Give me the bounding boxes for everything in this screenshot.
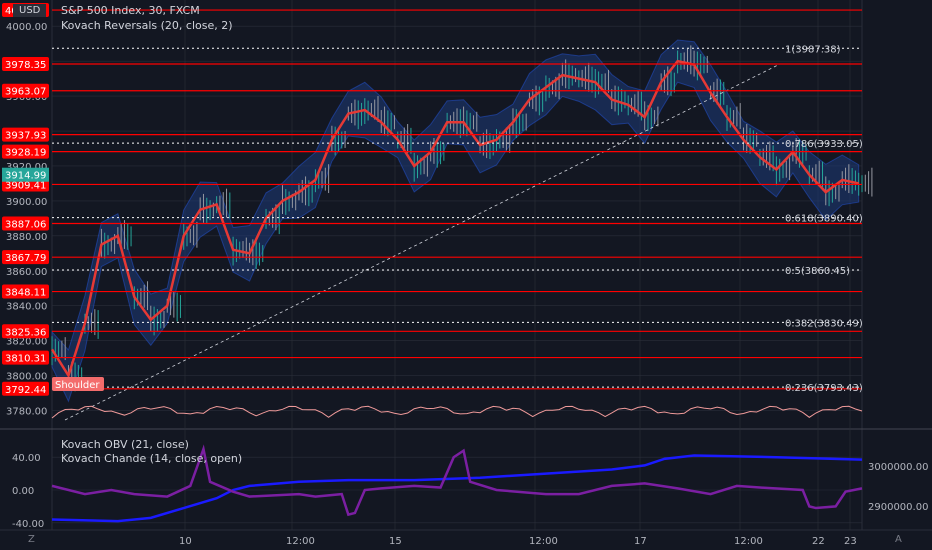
- resistance-label: 3825.36: [5, 327, 46, 338]
- resistance-label-bg: [2, 284, 49, 299]
- auto-scale-button[interactable]: A: [895, 534, 902, 545]
- resistance-label: 3963.07: [5, 87, 46, 98]
- resistance-label: 3792.44: [5, 385, 46, 396]
- obv-line: [51, 454, 863, 523]
- y-tick-label: 3860.00: [6, 267, 47, 278]
- lower-left-tick: -40.00: [12, 519, 44, 530]
- ma-line: [50, 59, 859, 379]
- resistance-label: 3848.11: [5, 288, 46, 299]
- resistance-label: 3937.93: [5, 131, 46, 142]
- resistance-label: 3978.35: [5, 60, 46, 71]
- y-tick-label: 3780.00: [6, 407, 47, 418]
- volume-line: [51, 405, 863, 419]
- shoulder-label-bg: [52, 377, 104, 391]
- fib-label: 0.618(3890.40): [785, 214, 863, 225]
- current-price-label: 3914.99: [5, 171, 46, 182]
- chart-title: S&P 500 Index, 30, FXCM: [61, 4, 200, 17]
- y-tick-label: 3840.00: [6, 302, 47, 313]
- y-tick-label: 3900.00: [6, 197, 47, 208]
- trend-line: [64, 63, 781, 421]
- resistance-label-bg: [2, 57, 49, 72]
- lower-right-tick: 2900000.00: [868, 502, 928, 513]
- resistance-label-bg: [2, 216, 49, 231]
- y-tick-label: 4000.00: [6, 22, 47, 33]
- resistance-label-bg: [2, 324, 49, 339]
- resistance-label: 3867.79: [5, 253, 46, 264]
- lower-right-tick: 3000000.00: [868, 462, 928, 473]
- chande-legend[interactable]: Kovach Chande (14, close, open): [61, 452, 243, 465]
- currency-label[interactable]: USD: [13, 4, 47, 17]
- obv-legend[interactable]: Kovach OBV (21, close): [61, 438, 189, 451]
- y-tick-label: 3880.00: [6, 232, 47, 243]
- resistance-label-bg: [2, 127, 49, 142]
- resistance-label-bg: [2, 250, 49, 265]
- resistance-label: 3810.31: [5, 354, 46, 365]
- resistance-label-bg: [2, 350, 49, 365]
- y-tick-label: 3820.00: [6, 337, 47, 348]
- fib-label: 0.5(3860.45): [785, 266, 850, 277]
- current-price-bg: [2, 167, 49, 182]
- x-tick-label: 12:00: [529, 536, 558, 547]
- x-tick-label: 12:00: [734, 536, 763, 547]
- resistance-label-bg: [2, 83, 49, 98]
- x-tick-label: 22: [812, 536, 825, 547]
- resistance-label: 3909.41: [5, 180, 46, 191]
- fib-label: 0.236(3793.43): [785, 383, 863, 394]
- y-tick-label: 3920.00: [6, 162, 47, 173]
- shoulder-annotation: Shoulder: [55, 380, 100, 391]
- resistance-label-bg: [2, 144, 49, 159]
- chande-line: [51, 444, 863, 517]
- y-tick-label: 3800.00: [6, 372, 47, 383]
- lower-left-tick: 0.00: [12, 486, 34, 497]
- x-tick-label: 17: [634, 536, 647, 547]
- zoom-button[interactable]: Z: [28, 534, 35, 545]
- price-band: [51, 39, 860, 403]
- x-tick-label: 10: [179, 536, 192, 547]
- x-tick-label: 12:00: [286, 536, 315, 547]
- resistance-label-bg: [2, 381, 49, 396]
- fib-label: 0.786(3933.05): [785, 139, 863, 150]
- resistance-label: 3887.06: [5, 220, 46, 231]
- indicator-legend[interactable]: Kovach Reversals (20, close, 2): [61, 19, 233, 32]
- resistance-label: 3928.19: [5, 148, 46, 159]
- x-tick-label: 15: [389, 536, 402, 547]
- x-tick-label: 23: [844, 536, 857, 547]
- fib-label: 1(3987.38): [785, 44, 841, 55]
- lower-left-tick: 40.00: [12, 453, 41, 464]
- fib-label: 0.382(3830.49): [785, 318, 863, 329]
